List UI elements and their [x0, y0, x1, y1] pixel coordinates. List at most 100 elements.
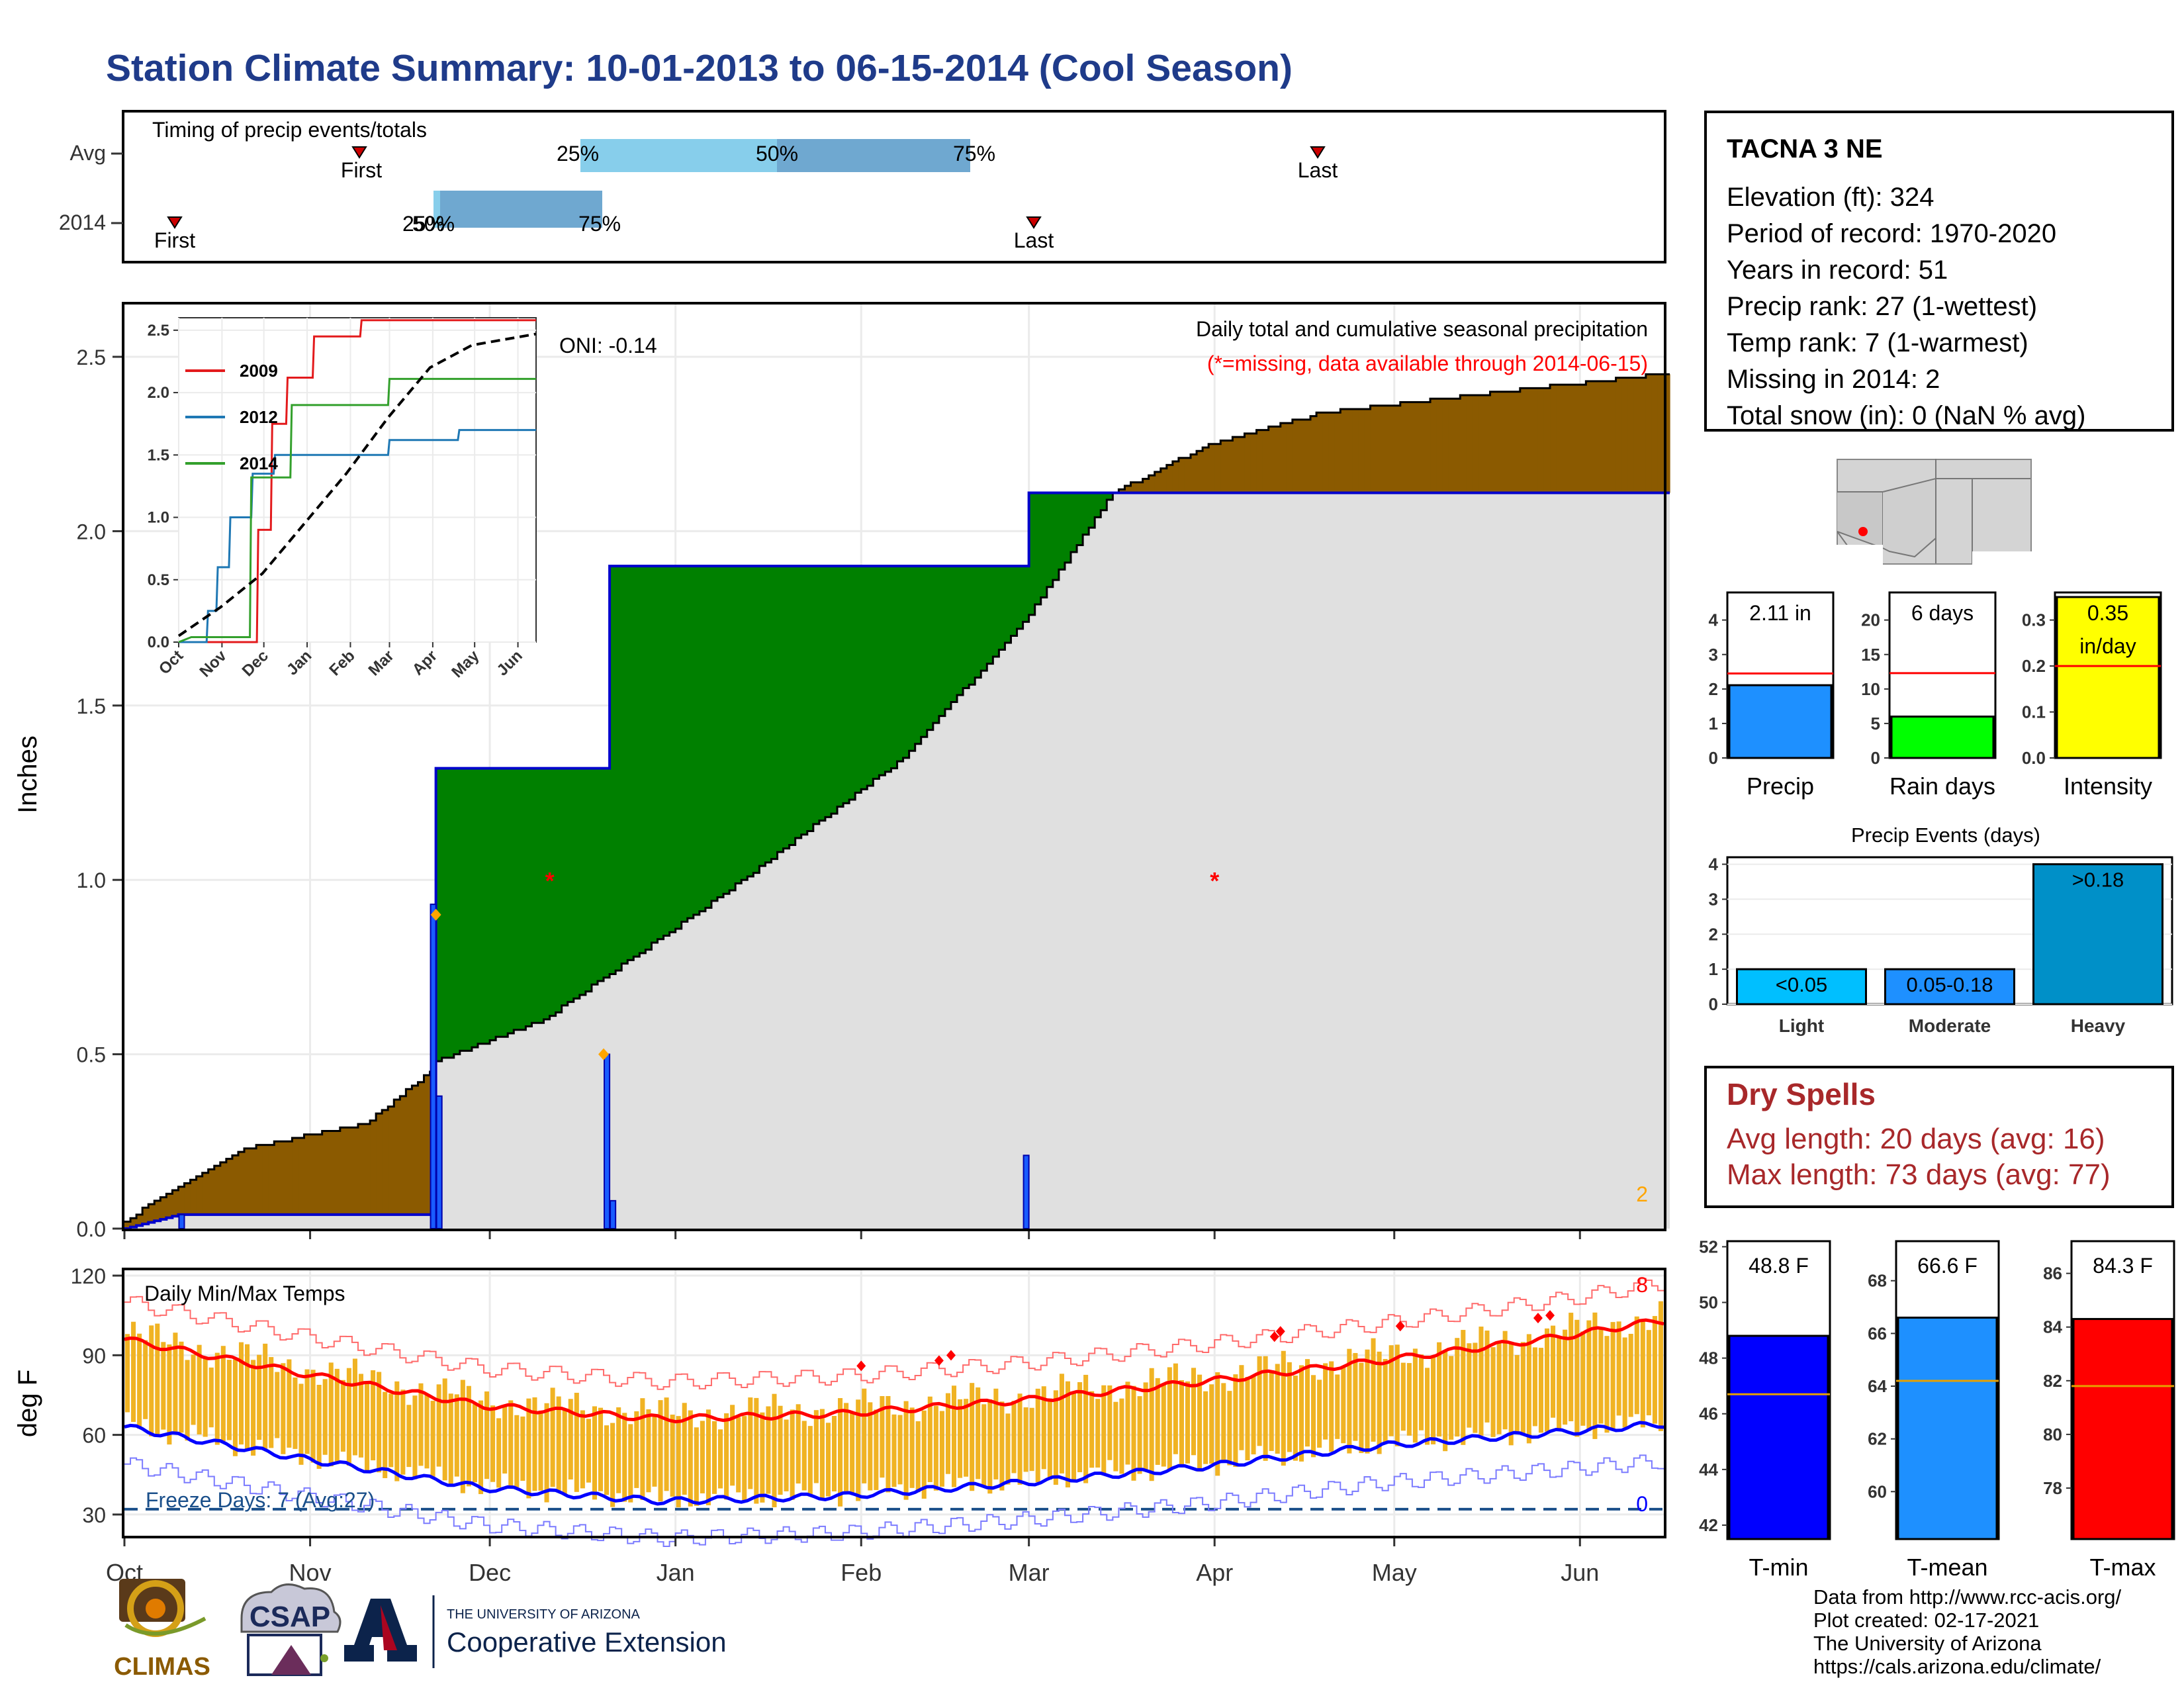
below-average-area	[1633, 377, 1641, 493]
below-average-area	[190, 1180, 197, 1215]
temp-summary-category-label: T-max	[2089, 1554, 2156, 1575]
below-average-area	[1418, 402, 1425, 493]
below-average-area	[1268, 426, 1275, 493]
below-average-area	[310, 1134, 317, 1215]
above-average-area	[969, 566, 976, 685]
daily-temp-bar	[1137, 1396, 1142, 1474]
daily-temp-bar	[1221, 1383, 1226, 1461]
temp-summary-y-tick: 44	[1699, 1460, 1718, 1479]
above-average-area	[999, 566, 1006, 650]
temp-summary-y-tick: 82	[2043, 1371, 2062, 1391]
below-average-area	[1160, 468, 1167, 493]
daily-temp-bar	[1011, 1401, 1017, 1474]
avg-p75-label: 75%	[953, 142, 995, 165]
daily-temp-bar	[772, 1393, 777, 1507]
daily-temp-bar	[532, 1397, 537, 1491]
below-average-area	[357, 1123, 365, 1215]
above-average-area	[753, 566, 760, 873]
y2014-first-label: First	[154, 228, 195, 252]
below-average-area	[1203, 447, 1209, 493]
above-average-area	[897, 566, 904, 762]
daily-temp-bar	[1329, 1361, 1334, 1452]
below-average-area	[1220, 440, 1227, 493]
below-average-area	[1388, 405, 1395, 493]
daily-temp-bar	[418, 1383, 424, 1466]
events-bar-label: <0.05	[1776, 973, 1827, 996]
daily-temp-bar	[424, 1394, 430, 1469]
daily-temp-bar	[137, 1333, 142, 1429]
inset-frame	[178, 317, 537, 643]
below-average-area	[1466, 395, 1473, 493]
above-average-area	[610, 566, 616, 974]
daily-temp-bar	[550, 1387, 555, 1487]
above-average-area	[525, 768, 533, 1027]
below-average-area	[202, 1172, 209, 1215]
avg-first-label: First	[341, 158, 382, 182]
below-average-area	[1244, 433, 1251, 493]
daily-temp-bar	[149, 1325, 154, 1436]
daily-temp-bar	[328, 1362, 334, 1467]
daily-temp-bar	[208, 1367, 214, 1428]
missing-marker: *	[1210, 867, 1219, 894]
below-average-area	[400, 1096, 406, 1215]
above-average-area	[561, 768, 569, 1006]
daily-temp-bar	[1580, 1331, 1586, 1426]
temp-chart-title: Daily Min/Max Temps	[144, 1282, 345, 1305]
month-tick-label: Jun	[1561, 1559, 1599, 1586]
daily-temp-bar	[214, 1352, 220, 1445]
daily-temp-bar	[1311, 1375, 1316, 1458]
above-average-area	[921, 566, 928, 737]
above-average-area	[459, 768, 467, 1051]
summary-category-label: Intensity	[2064, 773, 2152, 800]
daily-temp-bar	[958, 1399, 963, 1478]
below-average-area	[418, 1082, 425, 1215]
below-average-area	[1280, 423, 1287, 493]
above-average-area	[1070, 492, 1077, 553]
daily-temp-bar	[1179, 1380, 1184, 1466]
cumulative-fill	[124, 492, 1670, 1229]
temp-summary-y-tick: 42	[1699, 1515, 1718, 1535]
temp-summary-y-tick: 48	[1699, 1348, 1718, 1368]
below-average-area	[160, 1197, 167, 1219]
above-average-area	[699, 566, 706, 912]
daily-temp-bar	[1047, 1398, 1052, 1480]
daily-temp-bar	[281, 1363, 286, 1454]
daily-temp-bar	[1167, 1367, 1172, 1471]
above-average-area	[484, 768, 490, 1044]
daily-temp-bar	[880, 1396, 885, 1478]
below-average-area	[376, 1113, 383, 1215]
below-average-area	[196, 1176, 203, 1215]
events-y-tick: 0	[1709, 994, 1718, 1014]
daily-temp-bar	[1347, 1348, 1352, 1454]
daily-temp-bar	[1065, 1381, 1070, 1487]
daily-temp-bar	[1173, 1363, 1178, 1454]
below-average-area	[1568, 385, 1574, 493]
daily-temp-bar	[646, 1409, 651, 1493]
above-average-area	[789, 566, 796, 845]
daily-temp-bar	[1113, 1401, 1118, 1472]
daily-temp-bar	[933, 1405, 938, 1491]
daily-temp-bar	[412, 1395, 418, 1479]
summary-y-tick: 1	[1709, 714, 1718, 733]
above-average-area	[447, 768, 455, 1058]
daily-temp-bar	[520, 1416, 525, 1481]
daily-temp-bar	[1035, 1388, 1040, 1483]
below-average-area	[1197, 451, 1203, 493]
below-average-area	[334, 1131, 341, 1215]
below-average-area	[1424, 402, 1431, 493]
daily-temp-bar	[622, 1413, 627, 1502]
summary-bar-1	[1890, 716, 1995, 759]
daily-precip-bar	[430, 904, 437, 1229]
above-average-area	[723, 566, 730, 894]
daily-temp-bar	[334, 1368, 340, 1462]
daily-temp-bar	[1490, 1347, 1496, 1437]
summary-y-tick: 15	[1861, 645, 1880, 665]
daily-temp-bar	[748, 1397, 753, 1489]
daily-temp-bar	[1418, 1354, 1424, 1430]
daily-temp-bar	[1443, 1351, 1448, 1452]
daily-temp-bar	[831, 1416, 837, 1491]
daily-temp-bar	[1029, 1407, 1034, 1472]
temp-y-tick: 30	[82, 1503, 106, 1527]
below-average-area	[1382, 405, 1389, 493]
daily-temp-bar	[951, 1385, 957, 1487]
